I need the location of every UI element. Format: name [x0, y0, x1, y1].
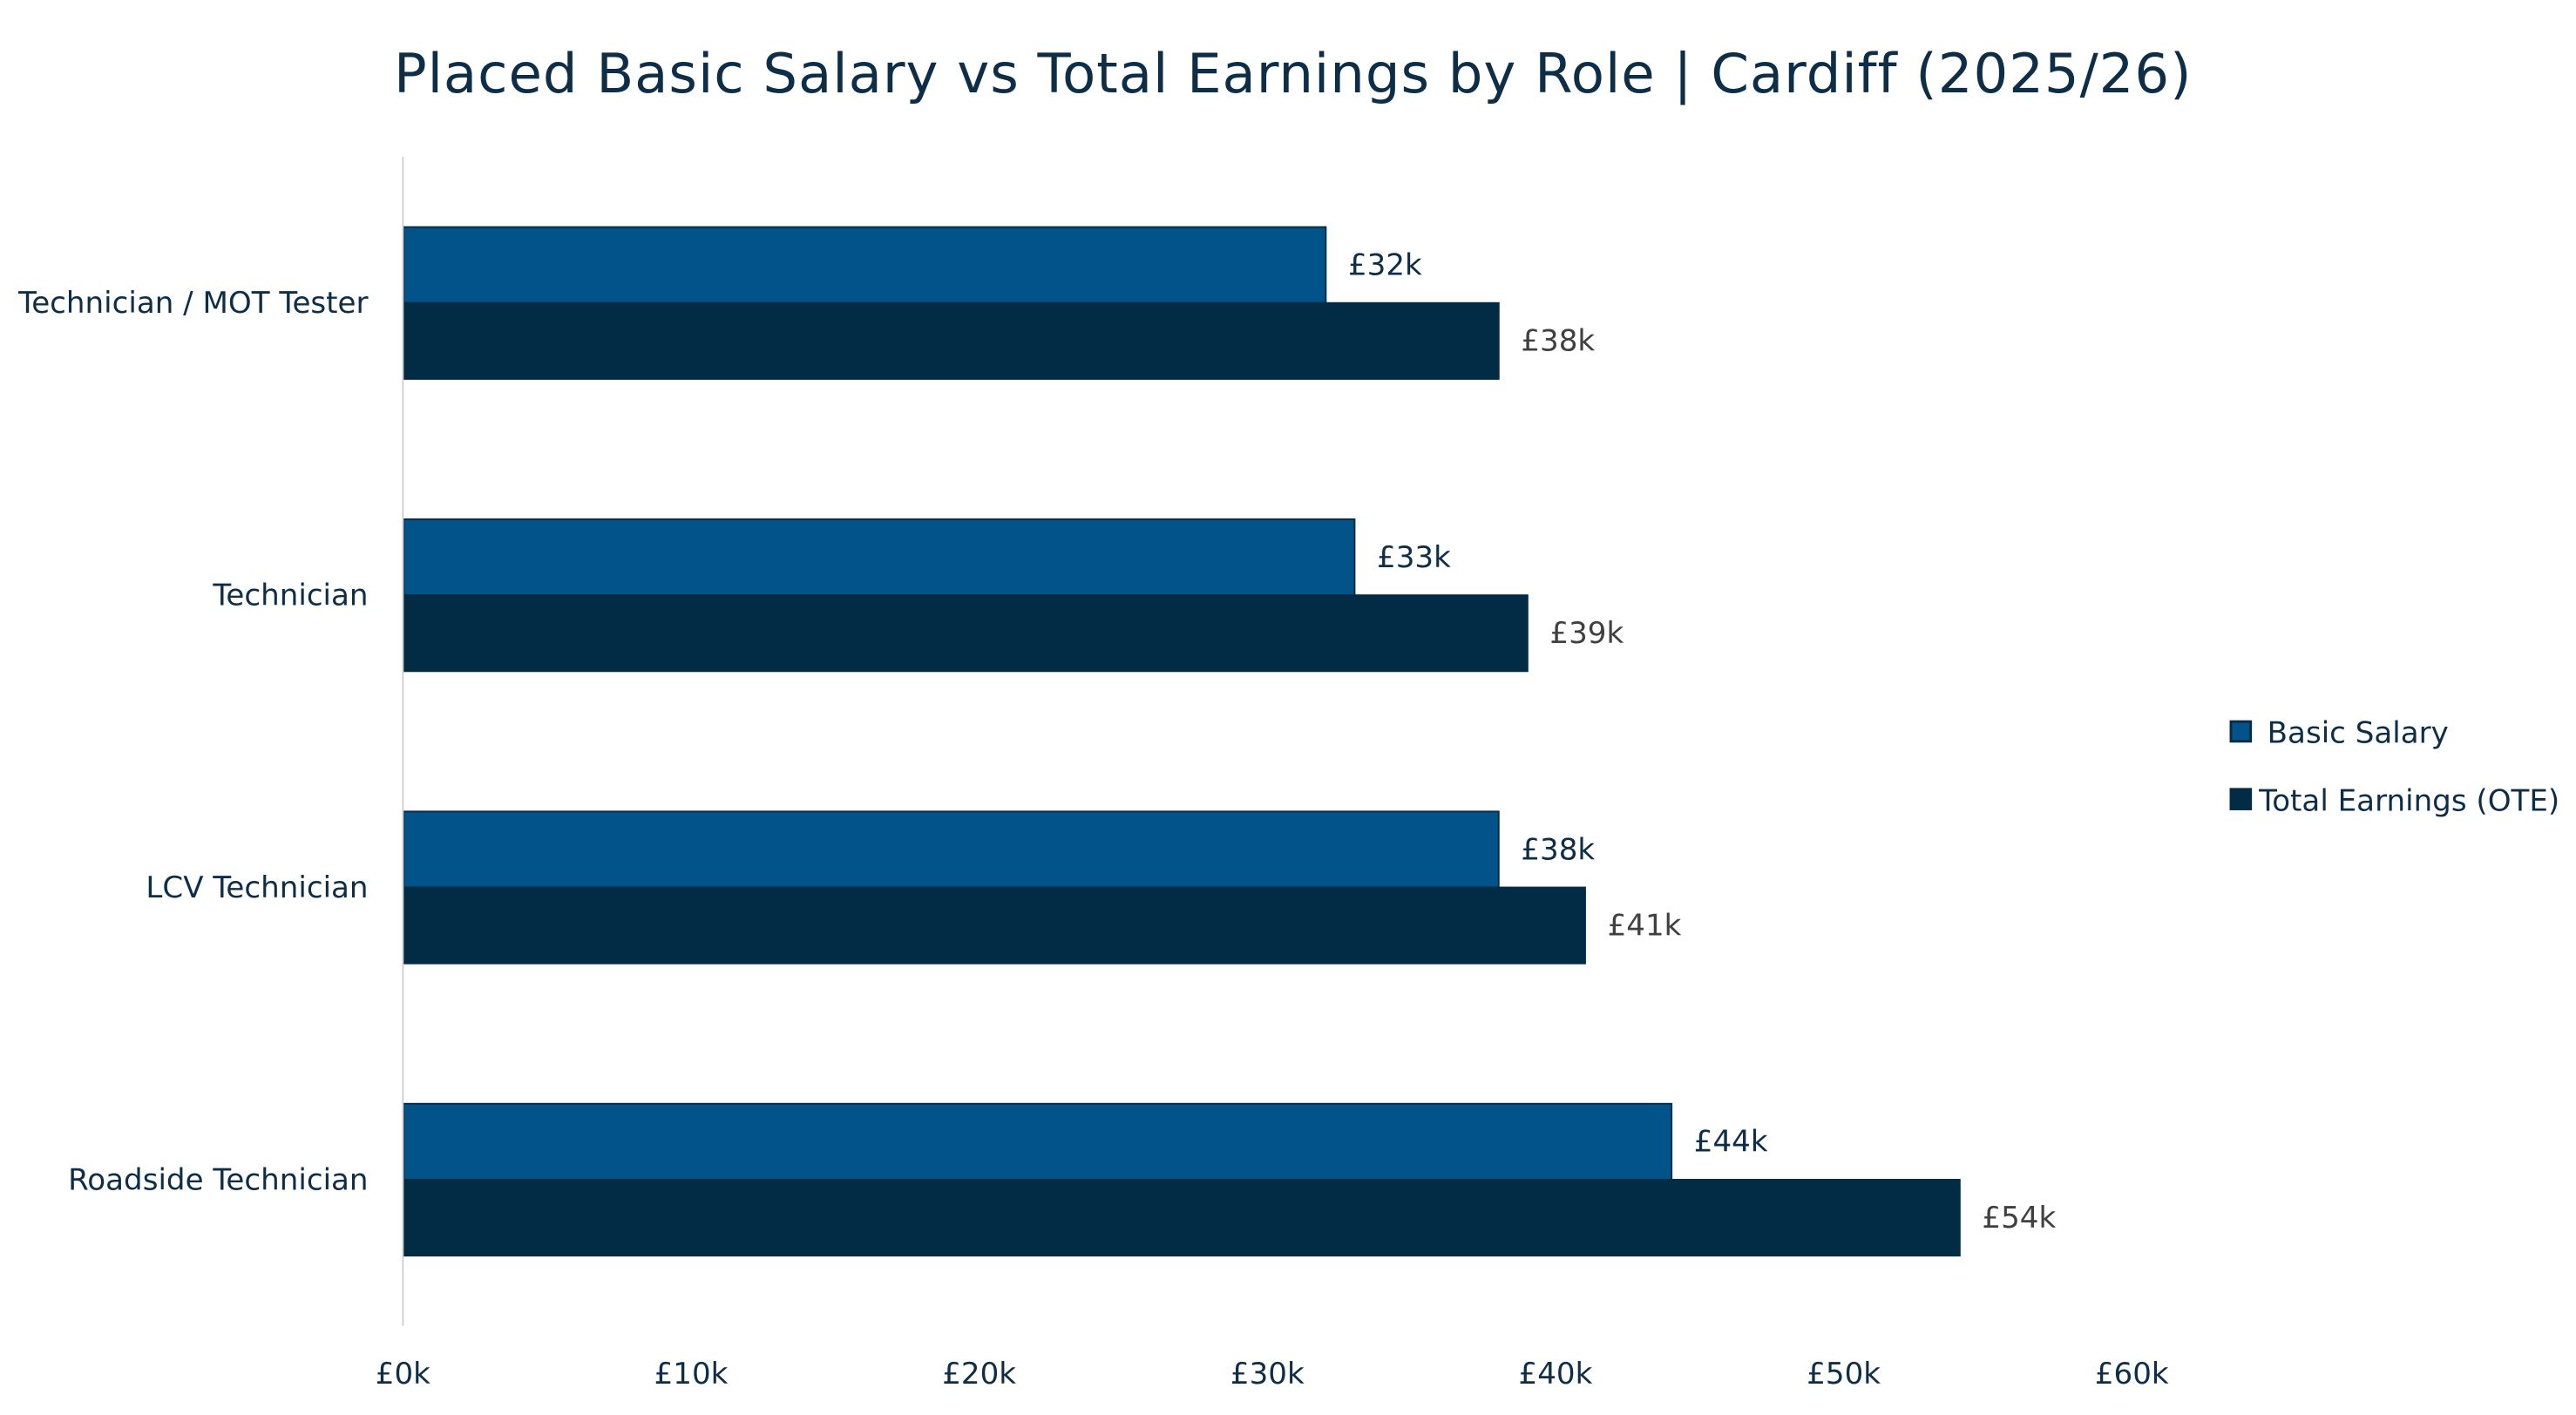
x-tick-label: £20k — [942, 1357, 1016, 1391]
x-tick-label: £10k — [654, 1357, 729, 1391]
category-label: Technician — [212, 579, 368, 613]
category-label: Roadside Technician — [68, 1162, 368, 1197]
x-tick-label: £60k — [2095, 1357, 2169, 1391]
x-tick-label: £0k — [376, 1357, 430, 1391]
data-label: £39k — [1549, 616, 1624, 651]
data-label: £54k — [1982, 1201, 2056, 1236]
legend-label: Total Earnings (OTE) — [2258, 783, 2559, 818]
data-label: £33k — [1377, 540, 1451, 575]
category-label: Technician / MOT Tester — [17, 286, 369, 321]
bar-basic-salary — [403, 1102, 1673, 1181]
bar-total-earnings — [403, 1178, 1961, 1257]
data-label: £44k — [1694, 1125, 1768, 1160]
chart-title: Placed Basic Salary vs Total Earnings by… — [394, 42, 2192, 106]
legend-label: Basic Salary — [2268, 716, 2449, 751]
legend: Basic Salary Total Earnings (OTE) — [2229, 716, 2559, 818]
x-tick-label: £50k — [1807, 1357, 1881, 1391]
bar-basic-salary — [403, 518, 1356, 597]
bar-total-earnings — [403, 594, 1529, 673]
bar-basic-salary — [403, 226, 1327, 304]
bar-basic-salary — [403, 810, 1500, 889]
category-label: LCV Technician — [146, 870, 368, 905]
data-label: £41k — [1608, 908, 1682, 943]
legend-swatch-total-earnings — [2229, 788, 2253, 810]
data-label: £38k — [1521, 324, 1595, 359]
legend-swatch-basic-salary — [2229, 720, 2253, 743]
data-label: £38k — [1521, 832, 1595, 867]
x-tick-label: £30k — [1230, 1357, 1305, 1391]
bar-total-earnings — [403, 301, 1500, 380]
x-tick-label: £40k — [1519, 1357, 1593, 1391]
data-label: £32k — [1348, 248, 1422, 283]
bar-total-earnings — [403, 886, 1586, 965]
